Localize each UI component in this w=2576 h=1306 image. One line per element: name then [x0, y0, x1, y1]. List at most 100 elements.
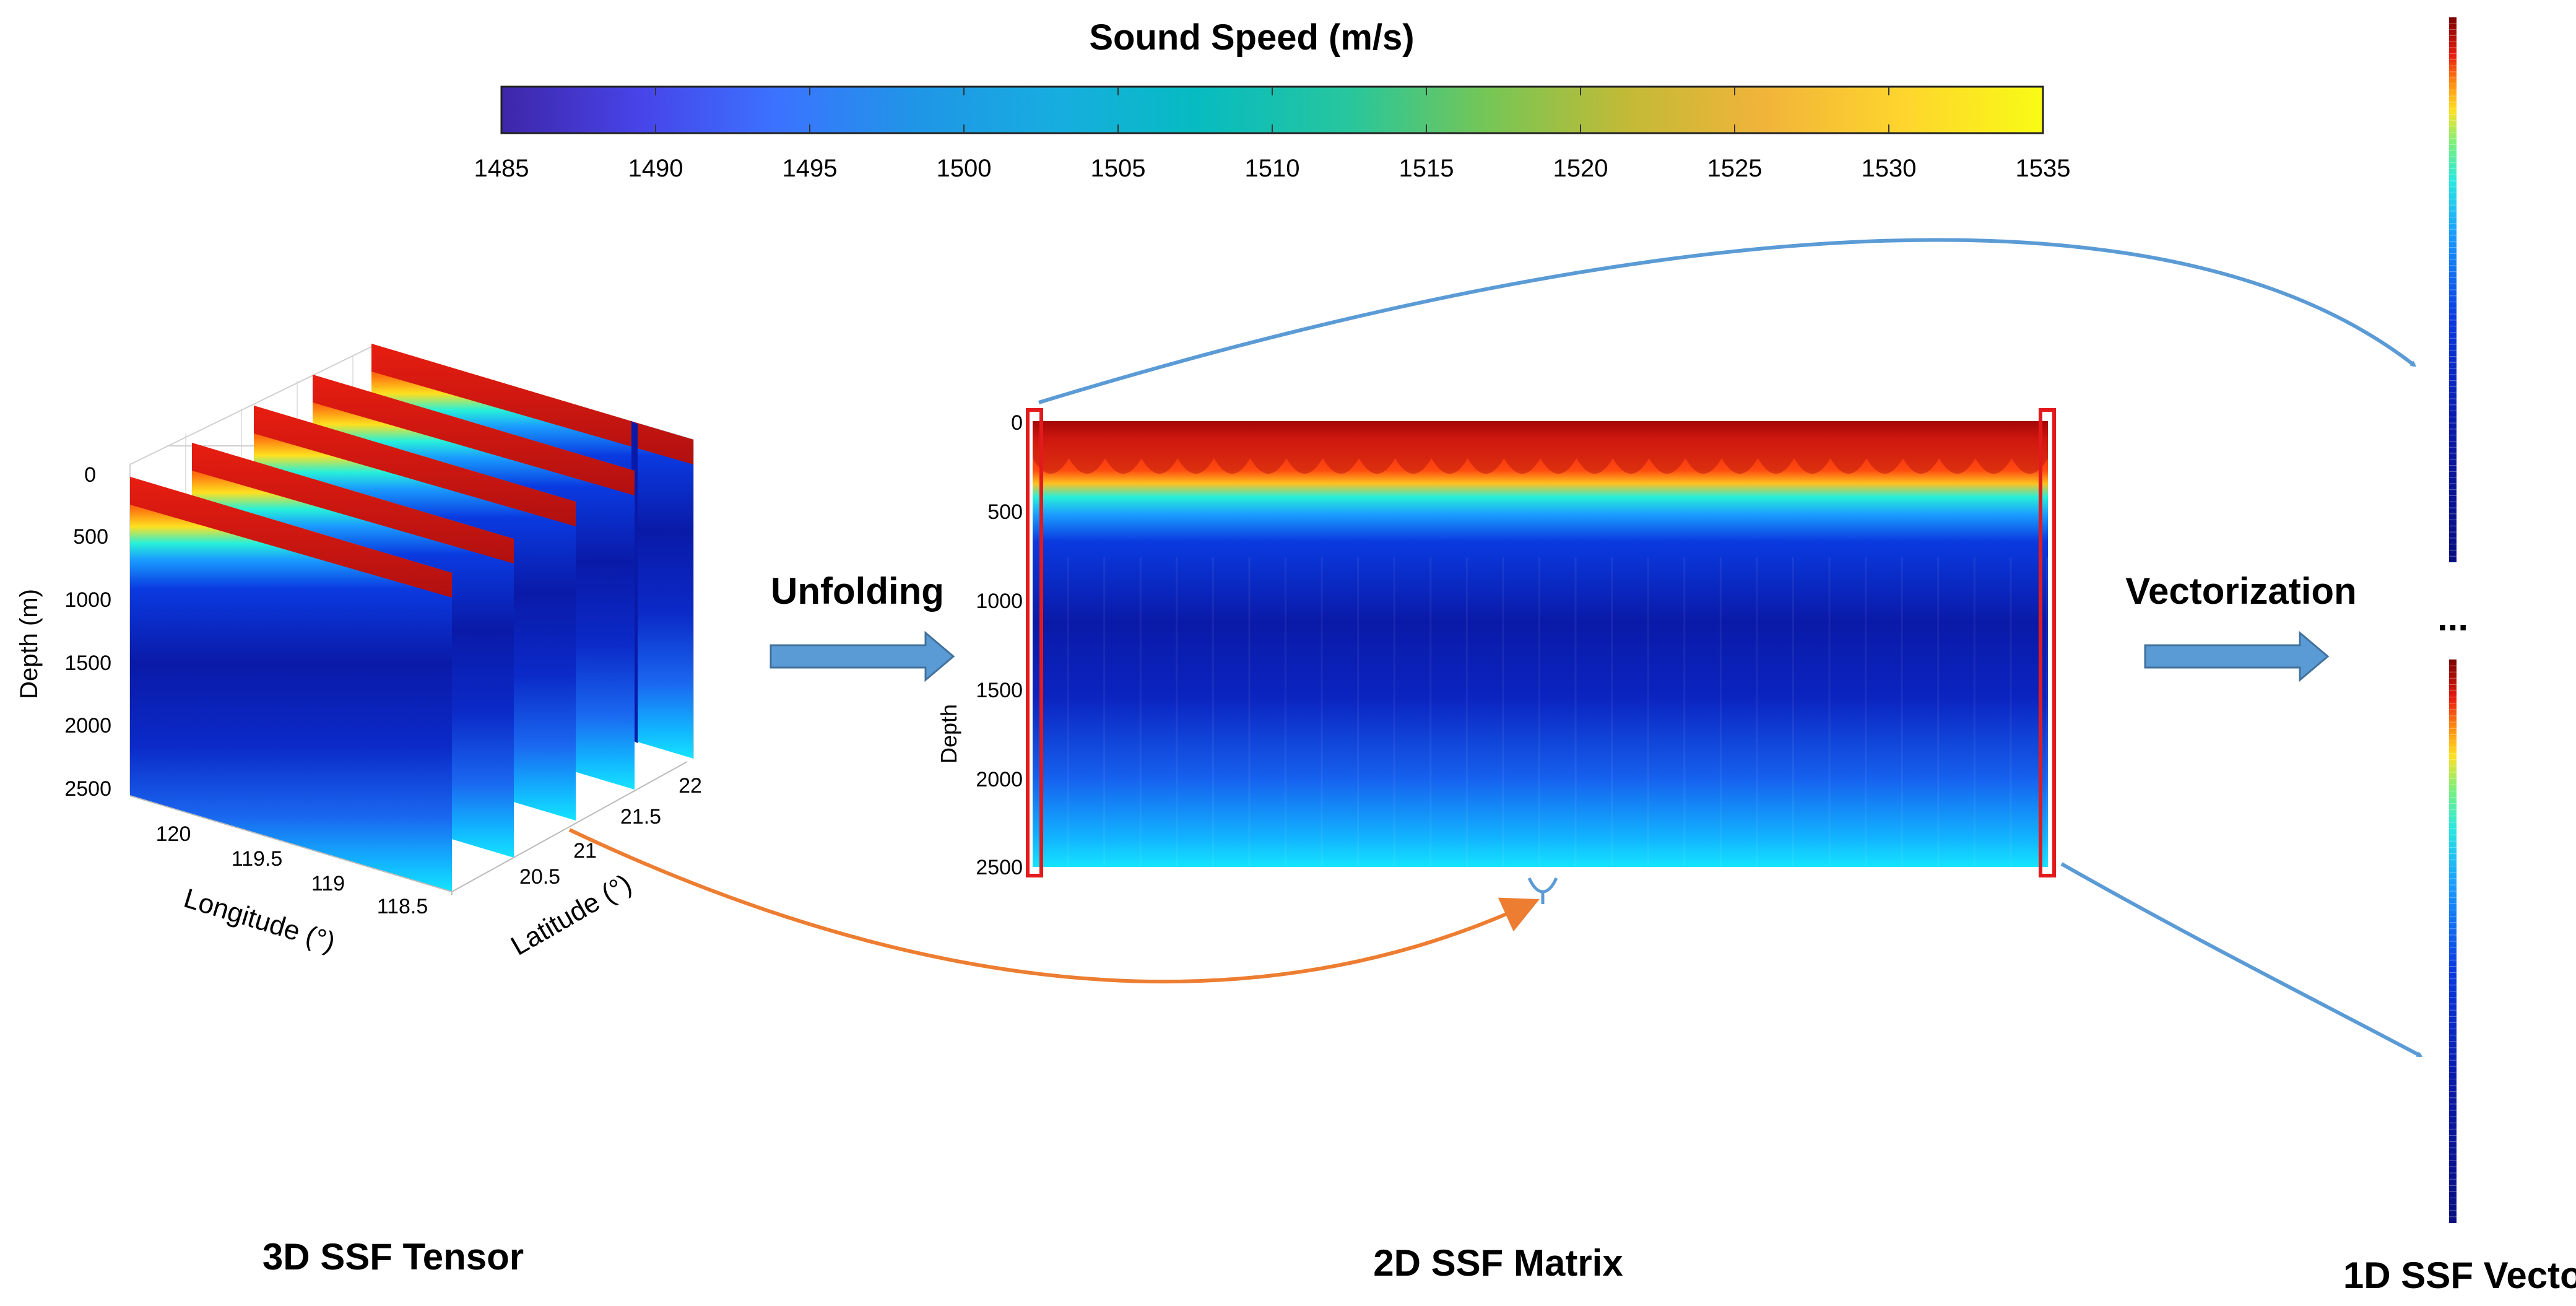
vector-top: [2449, 17, 2457, 562]
matrix-column: [1758, 421, 1794, 474]
colorbar-tick-label: 1535: [2016, 155, 2071, 182]
tensor-longitude-tick: 119.5: [232, 847, 283, 871]
matrix-column: [1213, 421, 1251, 474]
matrix-column-divider: [1937, 557, 1940, 867]
colorbar-ticks: 1485 1490 1495 1500 1505 1510 1515 1520 1525 1530…: [474, 87, 2071, 182]
matrix-column: [1177, 421, 1214, 474]
vectorization-step: Vectorization: [2125, 570, 2357, 682]
matrix-column: [1576, 421, 1613, 474]
tensor-depth-label: Depth (m): [15, 589, 43, 699]
tensor-3d: 0 500 1000 1500 2000 2500 Depth (m) 120 …: [15, 344, 702, 1278]
colorbar-tick-label: 1520: [1553, 155, 1608, 182]
matrix-column: [1322, 421, 1360, 474]
matrix-column: [1649, 421, 1686, 474]
matrix-column: [1069, 421, 1106, 474]
vector-bottom-segments: [2449, 665, 2457, 1217]
matrix-column-divider: [2046, 557, 2048, 867]
matrix-columns: [1033, 421, 2048, 867]
tensor-depth-tick: 1500: [64, 651, 111, 675]
colorbar-title: Sound Speed (m/s): [1089, 17, 1414, 58]
tensor-longitude-tick: 118.5: [377, 895, 428, 918]
matrix-column: [1250, 421, 1286, 474]
flow-curves: [568, 238, 2423, 1058]
matrix-column: [1902, 421, 1940, 474]
tensor-latitude-tick: 20.5: [519, 865, 560, 889]
matrix-column: [1613, 421, 1649, 474]
vector-ellipsis: ...: [2437, 597, 2468, 638]
matrix-column-divider: [1538, 557, 1540, 867]
matrix-column: [1504, 421, 1540, 474]
matrix-column-divider: [2010, 557, 2012, 867]
colorbar-tick-label: 1500: [937, 155, 992, 182]
unfolding-step: Unfolding: [770, 570, 955, 682]
tensor-depth-axis: 0 500 1000 1500 2000 2500: [64, 463, 111, 801]
tensor-depth-tick: 500: [73, 525, 108, 549]
matrix-column: [1830, 421, 1867, 474]
matrix-heatmap: [1033, 421, 2048, 867]
matrix-depth-tick: 500: [987, 500, 1023, 524]
matrix-column-divider: [1103, 557, 1106, 867]
matrix-column: [1794, 421, 1831, 474]
colorbar-tick-label: 1515: [1399, 155, 1454, 182]
matrix-depth-label: Depth: [936, 704, 961, 764]
matrix-depth-axis: 0 500 1000 1500 2000 2500: [976, 411, 1023, 879]
matrix-column-divider: [1321, 557, 1323, 867]
tensor-latitude-tick: 21: [573, 839, 597, 863]
matrix-column-divider: [1574, 557, 1577, 867]
matrix-column-divider: [1719, 557, 1722, 867]
tensor-to-matrix-curve: [568, 828, 1540, 984]
matrix-depth-tick: 1500: [976, 679, 1023, 702]
matrix-2d: 0 500 1000 1500 2000 2500 Depth 2D SSF M…: [936, 408, 2056, 1284]
matrix-column: [1685, 421, 1722, 474]
matrix-column-divider: [1176, 557, 1178, 867]
matrix-column-divider: [1429, 557, 1432, 867]
matrix-column-divider: [1357, 557, 1360, 867]
matrix-column-divider: [1212, 557, 1214, 867]
tensor-label: 3D SSF Tensor: [262, 1236, 524, 1278]
colorbar-tick-label: 1525: [1707, 155, 1763, 182]
unfolding-label: Unfolding: [771, 570, 944, 612]
tensor-slice: [130, 477, 452, 892]
matrix-bracket-icon: [1527, 877, 1558, 904]
tensor-depth-tick: 2000: [64, 714, 111, 738]
matrix-column-divider: [1465, 557, 1468, 867]
unfolding-arrow-icon: [770, 630, 955, 682]
matrix-column: [1359, 421, 1395, 474]
colorbar-tick-label: 1530: [1862, 155, 1917, 182]
matrix-column: [1721, 421, 1758, 474]
tensor-depth-tick: 2500: [64, 777, 111, 801]
colorbar: Sound Speed (m/s) 1485 1490 1495 1500 1505 15…: [474, 17, 2071, 182]
tensor-depth-tick: 1000: [64, 588, 111, 612]
matrix-last-column-highlight: [2039, 408, 2056, 877]
matrix-depth-tick: 2500: [976, 856, 1023, 879]
colorbar-tick-label: 1510: [1245, 155, 1300, 182]
matrix-column-divider: [1792, 557, 1794, 867]
matrix-column: [1395, 421, 1432, 474]
tensor-floor: [129, 761, 688, 895]
matrix-column-divider: [1865, 557, 1867, 867]
bottom-column-to-vector-curve: [2060, 862, 2423, 1058]
matrix-column: [1867, 421, 1903, 474]
tensor-latitude-tick: 21.5: [620, 805, 661, 829]
matrix-column-divider: [1756, 557, 1758, 867]
matrix-column-divider: [1647, 557, 1649, 867]
matrix-column-divider: [1139, 557, 1142, 867]
tensor-latitude-tick: 22: [679, 774, 702, 798]
matrix-depth-tick: 2000: [976, 768, 1023, 791]
matrix-column: [1975, 421, 2012, 474]
matrix-column: [1105, 421, 1142, 474]
matrix-column: [1286, 421, 1323, 474]
vector-top-segments: [2449, 23, 2457, 557]
matrix-column: [1467, 421, 1504, 474]
matrix-column: [1431, 421, 1468, 474]
matrix-column-divider: [1828, 557, 1831, 867]
vector-1d: ... 1D SSF Vector: [2343, 17, 2576, 1296]
matrix-column: [1033, 421, 1069, 474]
matrix-column-divider: [1901, 557, 1903, 867]
matrix-column-divider: [1683, 557, 1686, 867]
matrix-column-divider: [1393, 557, 1395, 867]
colorbar-tick-label: 1495: [783, 155, 838, 182]
tensor-longitude-tick: 119: [311, 872, 345, 895]
colorbar-tick-label: 1505: [1091, 155, 1146, 182]
